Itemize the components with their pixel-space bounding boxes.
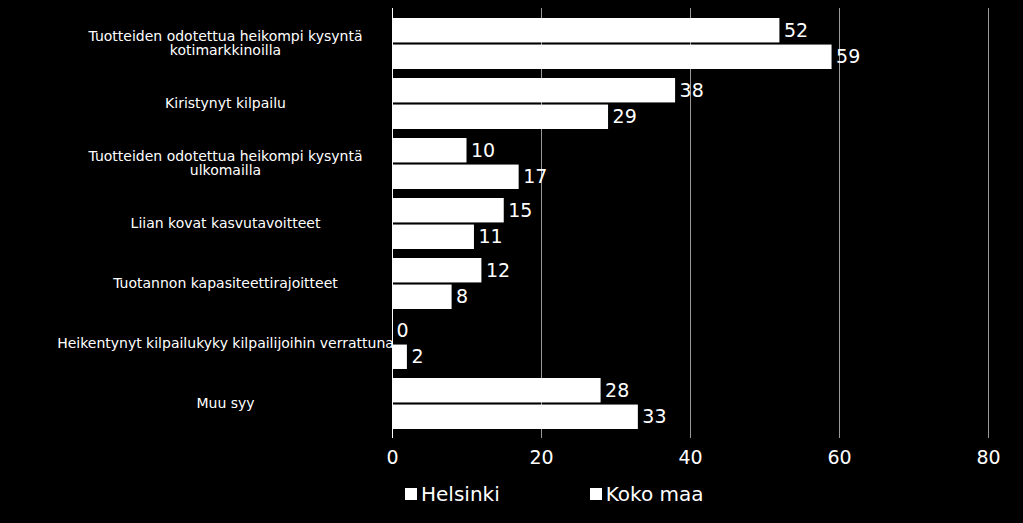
svg-text:40: 40 xyxy=(678,446,702,468)
svg-text:Heikentynyt kilpailukyky kilpa: Heikentynyt kilpailukyky kilpailijoihin … xyxy=(57,335,394,351)
svg-text:80: 80 xyxy=(976,446,1000,468)
svg-text:11: 11 xyxy=(478,225,502,247)
svg-text:59: 59 xyxy=(836,45,860,67)
svg-text:12: 12 xyxy=(486,259,510,281)
html-text:Koko maa: Koko maa xyxy=(605,482,704,506)
svg-text:8: 8 xyxy=(456,285,468,307)
svg-text:Tuotteiden odotettua heikompi: Tuotteiden odotettua heikompi kysyntäulk… xyxy=(88,148,363,178)
svg-text:38: 38 xyxy=(680,79,704,101)
svg-text:Kiristynyt kilpailu: Kiristynyt kilpailu xyxy=(165,95,286,111)
svg-text:Liian kovat kasvutavoitteet: Liian kovat kasvutavoitteet xyxy=(131,215,321,231)
svg-text:52: 52 xyxy=(784,19,808,41)
svg-text:2: 2 xyxy=(411,345,423,367)
svg-text:28: 28 xyxy=(605,379,629,401)
svg-text:Muu syy: Muu syy xyxy=(196,395,254,411)
svg-text:33: 33 xyxy=(642,405,666,427)
svg-text:0: 0 xyxy=(386,446,398,468)
svg-text:Tuotannon kapasiteettirajoitte: Tuotannon kapasiteettirajoitteet xyxy=(112,275,338,291)
svg-text:15: 15 xyxy=(508,199,532,221)
html-text:Helsinki: Helsinki xyxy=(421,482,500,506)
svg-text:17: 17 xyxy=(523,165,547,187)
svg-text:20: 20 xyxy=(529,446,553,468)
svg-text:10: 10 xyxy=(471,139,495,161)
svg-text:0: 0 xyxy=(397,319,409,341)
svg-text:60: 60 xyxy=(827,446,851,468)
svg-text:Tuotteiden odotettua heikompi: Tuotteiden odotettua heikompi kysyntäkot… xyxy=(88,28,363,58)
svg-text:29: 29 xyxy=(613,105,637,127)
